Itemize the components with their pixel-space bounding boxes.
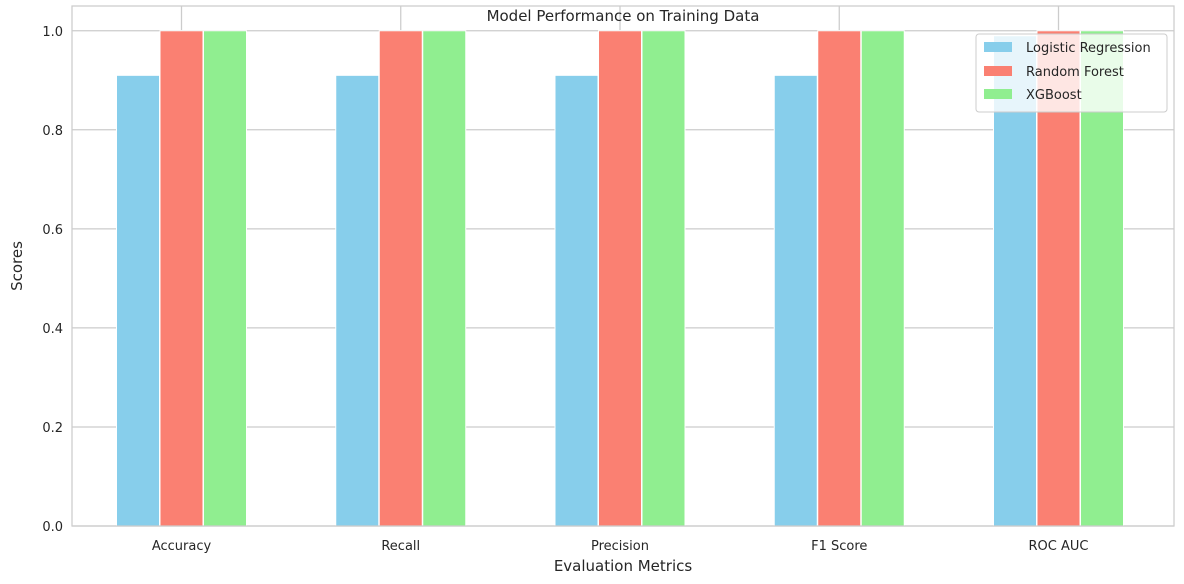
x-tick-label-roc-auc: ROC AUC xyxy=(1029,539,1089,554)
y-tick-labels: 0.0 0.2 0.4 0.6 0.8 1.0 xyxy=(42,25,63,535)
bar-xgboost-recall xyxy=(422,30,467,527)
x-tick-label-accuracy: Accuracy xyxy=(152,539,212,554)
legend-swatch-random-forest xyxy=(984,66,1012,76)
y-tick-label: 0.2 xyxy=(42,421,63,436)
x-tick-label-recall: Recall xyxy=(381,539,420,554)
x-tick-labels: Accuracy Recall Precision F1 Score ROC AUC xyxy=(152,539,1089,554)
bars-group xyxy=(116,30,1124,527)
y-tick-label: 0.6 xyxy=(42,223,63,238)
bar-logistic-regression-precision xyxy=(554,74,599,527)
chart-title: Model Performance on Training Data xyxy=(487,7,760,25)
bar-random-forest-accuracy xyxy=(159,30,204,527)
y-tick-label: 0.4 xyxy=(42,322,63,337)
bar-random-forest-recall xyxy=(378,30,423,527)
legend-label-logistic-regression: Logistic Regression xyxy=(1026,41,1151,56)
y-tick-label: 1.0 xyxy=(42,25,63,40)
y-axis-label: Scores xyxy=(8,241,26,291)
bar-random-forest-precision xyxy=(598,30,642,527)
legend-label-random-forest: Random Forest xyxy=(1026,65,1124,80)
x-tick-label-f1-score: F1 Score xyxy=(811,539,867,554)
y-tick-label: 0.8 xyxy=(42,124,63,139)
legend-swatch-logistic-regression xyxy=(984,42,1012,52)
bar-xgboost-accuracy xyxy=(203,30,247,527)
legend-box xyxy=(975,33,1168,113)
bar-logistic-regression-accuracy xyxy=(116,74,160,527)
bar-random-forest-f1-score xyxy=(817,30,862,527)
legend-swatch-xgboost xyxy=(984,89,1012,99)
bar-xgboost-f1-score xyxy=(860,30,905,527)
bar-logistic-regression-recall xyxy=(335,74,380,527)
y-tick-label: 0.0 xyxy=(42,520,63,535)
x-tick-label-precision: Precision xyxy=(591,539,649,554)
bar-xgboost-precision xyxy=(641,30,686,527)
bar-xgboost-roc-auc xyxy=(1080,30,1124,527)
x-axis-label: Evaluation Metrics xyxy=(554,557,693,575)
legend: Logistic Regression Random Forest XGBoos… xyxy=(975,33,1168,113)
plot-frame xyxy=(71,5,1175,527)
bar-logistic-regression-f1-score xyxy=(773,74,818,527)
legend-label-xgboost: XGBoost xyxy=(1026,88,1082,103)
